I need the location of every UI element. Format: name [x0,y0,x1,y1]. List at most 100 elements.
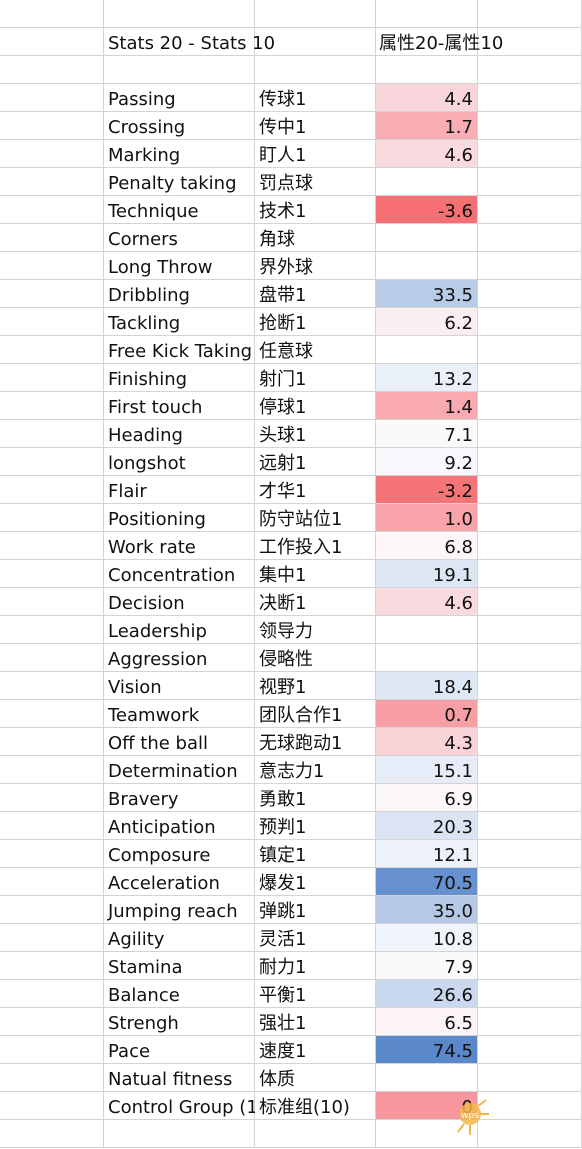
stat-name-cn-cell[interactable]: 速度1 [255,1036,376,1064]
stat-name-cn-cell[interactable]: 灵活1 [255,924,376,952]
stat-name-cn-cell[interactable]: 强壮1 [255,1008,376,1036]
stat-name-cn-cell[interactable]: 盘带1 [255,280,376,308]
cell[interactable] [478,504,582,532]
cell[interactable] [478,952,582,980]
cell[interactable] [478,840,582,868]
cell[interactable] [0,980,104,1008]
value-cell[interactable]: 7.9 [376,952,478,980]
cell[interactable] [478,672,582,700]
cell[interactable] [255,0,376,28]
stat-name-cell[interactable]: Balance [104,980,255,1008]
stat-name-cell[interactable]: Passing [104,84,255,112]
cell[interactable] [0,1092,104,1120]
cell[interactable] [0,336,104,364]
stat-name-cn-cell[interactable]: 头球1 [255,420,376,448]
stat-name-cn-cell[interactable]: 任意球 [255,336,376,364]
stat-name-cn-cell[interactable]: 工作投入1 [255,532,376,560]
value-cell[interactable]: -3.2 [376,476,478,504]
stat-name-cell[interactable]: Penalty taking [104,168,255,196]
cell[interactable] [0,896,104,924]
cell[interactable] [0,812,104,840]
cell[interactable] [0,784,104,812]
cell[interactable] [0,280,104,308]
cell[interactable] [0,700,104,728]
value-cell[interactable] [376,168,478,196]
cell[interactable] [478,196,582,224]
stat-name-cell[interactable]: Positioning [104,504,255,532]
stat-name-cn-cell[interactable]: 爆发1 [255,868,376,896]
stat-name-cn-cell[interactable]: 界外球 [255,252,376,280]
stat-name-cell[interactable]: Stamina [104,952,255,980]
cell[interactable] [478,1120,582,1148]
stat-name-cell[interactable]: Composure [104,840,255,868]
stat-name-cell[interactable]: Leadership [104,616,255,644]
cell[interactable] [0,588,104,616]
stat-name-cn-cell[interactable]: 决断1 [255,588,376,616]
stat-name-cell[interactable]: Vision [104,672,255,700]
stat-name-cell[interactable]: Decision [104,588,255,616]
cell[interactable] [0,420,104,448]
stat-name-cell[interactable]: Pace [104,1036,255,1064]
cell[interactable] [478,812,582,840]
stat-name-cn-cell[interactable]: 标准组(10) [255,1092,376,1120]
cell[interactable] [478,140,582,168]
cell[interactable] [104,0,255,28]
cell[interactable] [0,924,104,952]
cell[interactable] [0,868,104,896]
cell[interactable] [0,112,104,140]
cell[interactable] [376,56,478,84]
stat-name-cell[interactable]: Crossing [104,112,255,140]
cell[interactable] [0,364,104,392]
cell[interactable] [0,1064,104,1092]
value-cell[interactable]: 15.1 [376,756,478,784]
stat-name-cell[interactable]: Acceleration [104,868,255,896]
cell[interactable] [478,728,582,756]
stat-name-cn-cell[interactable]: 角球 [255,224,376,252]
stat-name-cell[interactable]: Jumping reach [104,896,255,924]
cell[interactable] [0,392,104,420]
value-cell[interactable]: 6.9 [376,784,478,812]
cell[interactable] [0,672,104,700]
stat-name-cn-cell[interactable]: 意志力1 [255,756,376,784]
value-cell[interactable]: 1.0 [376,504,478,532]
cell[interactable] [376,0,478,28]
cell[interactable] [255,56,376,84]
cell[interactable] [104,1120,255,1148]
cell[interactable] [0,56,104,84]
cell[interactable] [478,392,582,420]
cell[interactable] [0,840,104,868]
cell[interactable] [0,140,104,168]
stat-name-cell[interactable]: Determination [104,756,255,784]
cell[interactable] [104,56,255,84]
stat-name-cell[interactable]: Natual fitness [104,1064,255,1092]
cell[interactable] [478,532,582,560]
stat-name-cell[interactable]: Long Throw [104,252,255,280]
stat-name-cell[interactable]: Technique [104,196,255,224]
stat-name-cell[interactable]: Finishing [104,364,255,392]
cell[interactable] [0,252,104,280]
cell[interactable] [0,728,104,756]
cell[interactable] [478,168,582,196]
stat-name-cell[interactable]: Bravery [104,784,255,812]
value-cell[interactable]: 6.8 [376,532,478,560]
stat-name-cn-cell[interactable]: 预判1 [255,812,376,840]
value-cell[interactable] [376,1064,478,1092]
cell[interactable] [255,1120,376,1148]
value-header-cell[interactable]: 属性20-属性10 [376,28,503,56]
value-cell[interactable]: 6.5 [376,1008,478,1036]
stat-name-cell[interactable]: Free Kick Taking [104,336,255,364]
cell[interactable] [0,616,104,644]
value-cell[interactable] [376,252,478,280]
cell[interactable] [0,504,104,532]
cell[interactable] [0,196,104,224]
value-cell[interactable]: 1.4 [376,392,478,420]
value-cell[interactable]: 35.0 [376,896,478,924]
value-cell[interactable]: 74.5 [376,1036,478,1064]
stat-name-cell[interactable]: Aggression [104,644,255,672]
cell[interactable] [478,924,582,952]
title-cell[interactable]: Stats 20 - Stats 10 [104,28,275,56]
stat-name-cn-cell[interactable]: 视野1 [255,672,376,700]
stat-name-cn-cell[interactable]: 耐力1 [255,952,376,980]
cell[interactable] [478,364,582,392]
stat-name-cn-cell[interactable]: 技术1 [255,196,376,224]
